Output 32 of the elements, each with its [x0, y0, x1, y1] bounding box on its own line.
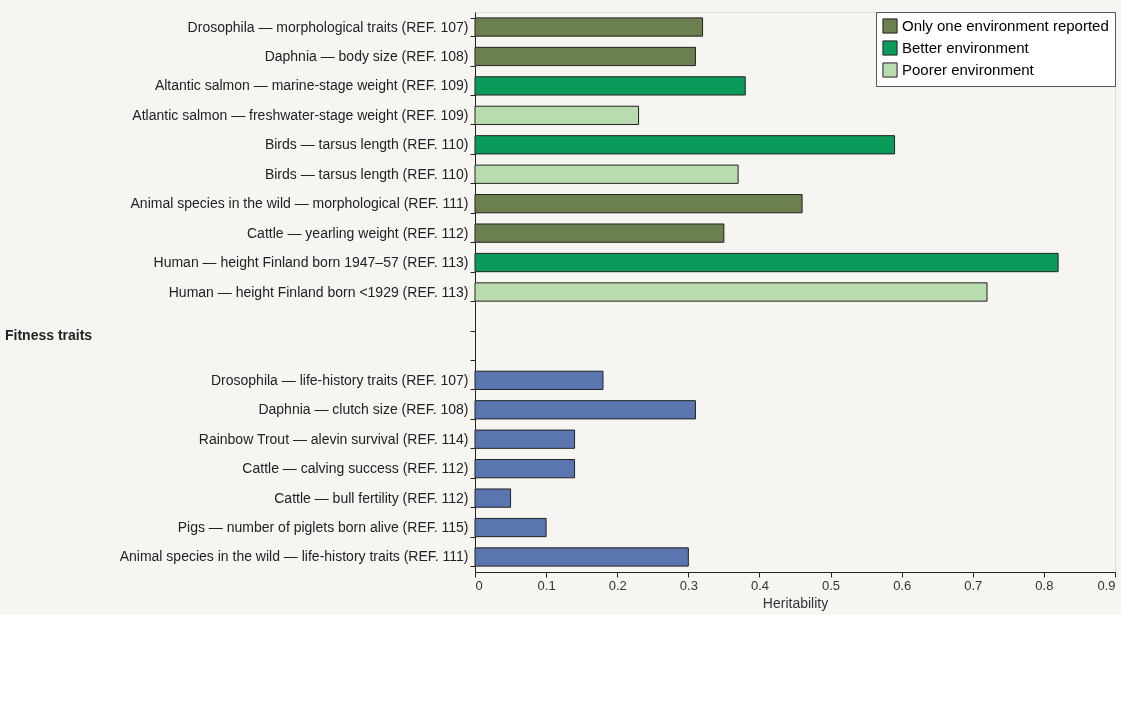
- x-tick-label: 0.2: [608, 577, 627, 593]
- y-tick-label: Animal species in the wild — morphological (REF. 111): [130, 195, 469, 212]
- legend-label: Only one environment reported: [902, 17, 1109, 34]
- y-tick-label: Birds — tarsus length (REF. 110): [264, 136, 469, 153]
- y-tick-label: Birds — tarsus length (REF. 110): [264, 165, 469, 182]
- y-tick-label: Rainbow Trout — alevin survival (REF. 114): [198, 430, 469, 447]
- y-tick-label: Daphnia — body size (REF. 108): [264, 47, 469, 64]
- x-tick-label: 0.5: [822, 577, 841, 593]
- y-tick-label: Daphnia — clutch size (REF. 108): [258, 401, 469, 418]
- y-tick-label: Cattle — calving success (REF. 112): [242, 460, 469, 477]
- y-tick-label: Cattle — bull fertility (REF. 112): [274, 489, 469, 506]
- x-tick-label: 0.8: [1035, 577, 1054, 593]
- x-tick-label: 0: [475, 577, 483, 593]
- x-tick-label: 0.1: [537, 577, 556, 593]
- y-tick-label: Animal species in the wild — life-history traits (REF. 111): [119, 548, 469, 565]
- x-tick-label: 0.9: [1097, 577, 1116, 593]
- y-tick-label: Drosophila — morphological traits (REF. 107): [187, 18, 469, 35]
- x-tick-label: 0.3: [679, 577, 698, 593]
- text: Fitness traits: [5, 327, 93, 344]
- x-axis-title: Heritability: [762, 594, 829, 611]
- y-tick-label: Atlantic salmon — freshwater-stage weight (REF. 109): [132, 106, 469, 123]
- y-tick-label: Drosophila — life-history traits (REF. 107): [210, 371, 469, 388]
- legend-label: Better environment: [902, 39, 1030, 56]
- y-tick-label: Altantic salmon — marine-stage weight (REF. 109): [154, 77, 469, 94]
- y-tick-label: Pigs — number of piglets born alive (REF. 115): [177, 519, 469, 536]
- y-tick-label: Human — height Finland born 1947–57 (REF. 113): [153, 254, 469, 271]
- x-tick-label: 0.6: [893, 577, 912, 593]
- x-tick-label: 0.4: [750, 577, 769, 593]
- x-tick-label: 0.7: [964, 577, 983, 593]
- y-tick-label: Human — height Finland born <1929 (REF. 113): [168, 283, 469, 300]
- legend-label: Poorer environment: [902, 61, 1035, 78]
- y-tick-label: Cattle — yearling weight (REF. 112): [247, 224, 469, 241]
